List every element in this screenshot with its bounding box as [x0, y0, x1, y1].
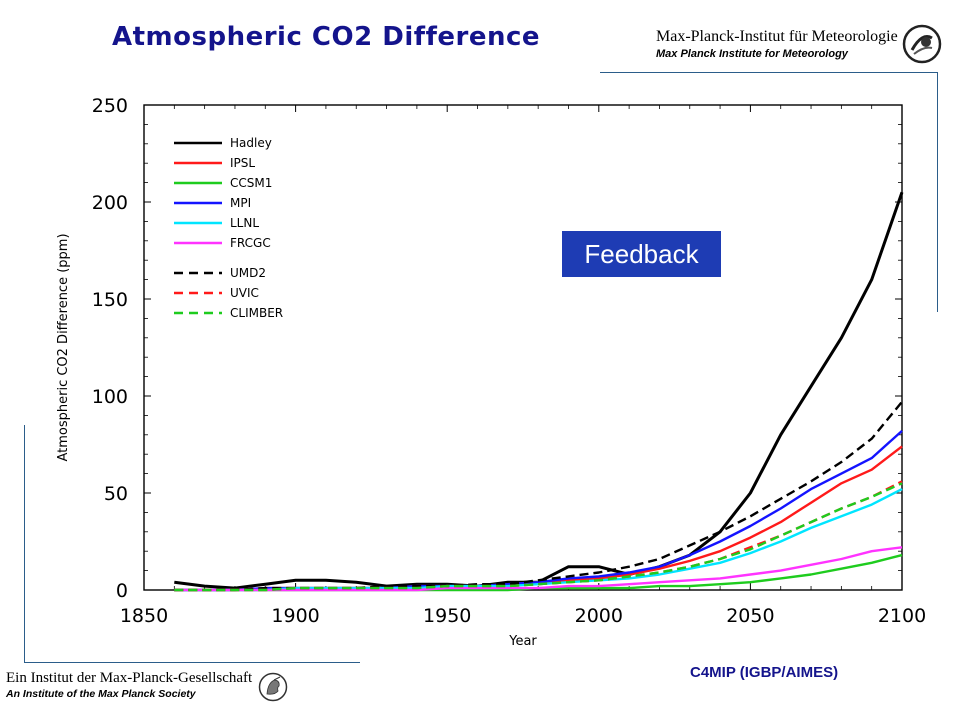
legend-label-ccsm1: CCSM1: [230, 176, 272, 190]
series-line-frcgc: [174, 546, 903, 592]
legend-label-frcgc: FRCGC: [230, 236, 271, 250]
series-line-umd2: [174, 401, 903, 592]
society-name: Ein Institut der Max-Planck-Gesellschaft: [6, 670, 253, 686]
x-axis-label: Year: [508, 634, 537, 649]
frame-left-line: [24, 425, 25, 663]
x-tick-label: 1900: [271, 605, 319, 627]
legend-label-llnl: LLNL: [230, 216, 259, 230]
y-tick-label: 0: [116, 580, 128, 602]
frame-top-line: [600, 72, 938, 73]
series-line-climber: [174, 482, 903, 592]
footer-project: C4MIP (IGBP/AIMES): [690, 664, 839, 681]
plot-frame: [143, 104, 903, 591]
x-tick-label: 2000: [575, 605, 623, 627]
co2-difference-chart: 1850 1900 1950 2000 2050 2100 0 50 100 150 200 250 Y…: [56, 95, 926, 649]
x-tick-label: 1850: [120, 605, 168, 627]
slide-title: Atmospheric CO2 Difference: [112, 22, 541, 52]
frame-bottom-line: [24, 662, 360, 663]
x-tick-label: 2100: [878, 605, 926, 627]
x-tick-label: 2050: [726, 605, 774, 627]
legend-label-climber: CLIMBER: [230, 306, 283, 320]
institute-name: Max-Planck-Institut für Meteorologie: [656, 28, 898, 45]
legend-label-ipsl: IPSL: [230, 156, 255, 170]
institute-logo: Max-Planck-Institut für Meteorologie Max…: [656, 24, 956, 68]
y-tick-label: 50: [104, 483, 128, 505]
minerva-emblem-icon: [258, 672, 288, 702]
footer-society: Ein Institut der Max-Planck-Gesellschaft…: [6, 670, 252, 700]
frame-right-line: [937, 72, 938, 312]
y-axis-label: Atmospheric CO2 Difference (ppm): [56, 233, 71, 461]
legend-label-mpi: MPI: [230, 196, 251, 210]
y-tick-label: 100: [92, 386, 128, 408]
institute-name-en: Max Planck Institute for Meteorology: [656, 48, 848, 60]
society-name-en: An Institute of the Max Planck Society: [6, 688, 196, 700]
legend-label-hadley: Hadley: [230, 136, 272, 150]
y-tick-label: 200: [92, 192, 128, 214]
feedback-badge: Feedback: [562, 231, 721, 277]
y-tick-label: 150: [92, 289, 128, 311]
y-tick-label: 250: [92, 95, 128, 117]
x-tick-label: 1950: [423, 605, 471, 627]
legend-label-umd2: UMD2: [230, 266, 266, 280]
mpi-emblem-icon: [902, 24, 942, 64]
legend-label-uvic: UVIC: [230, 286, 259, 300]
